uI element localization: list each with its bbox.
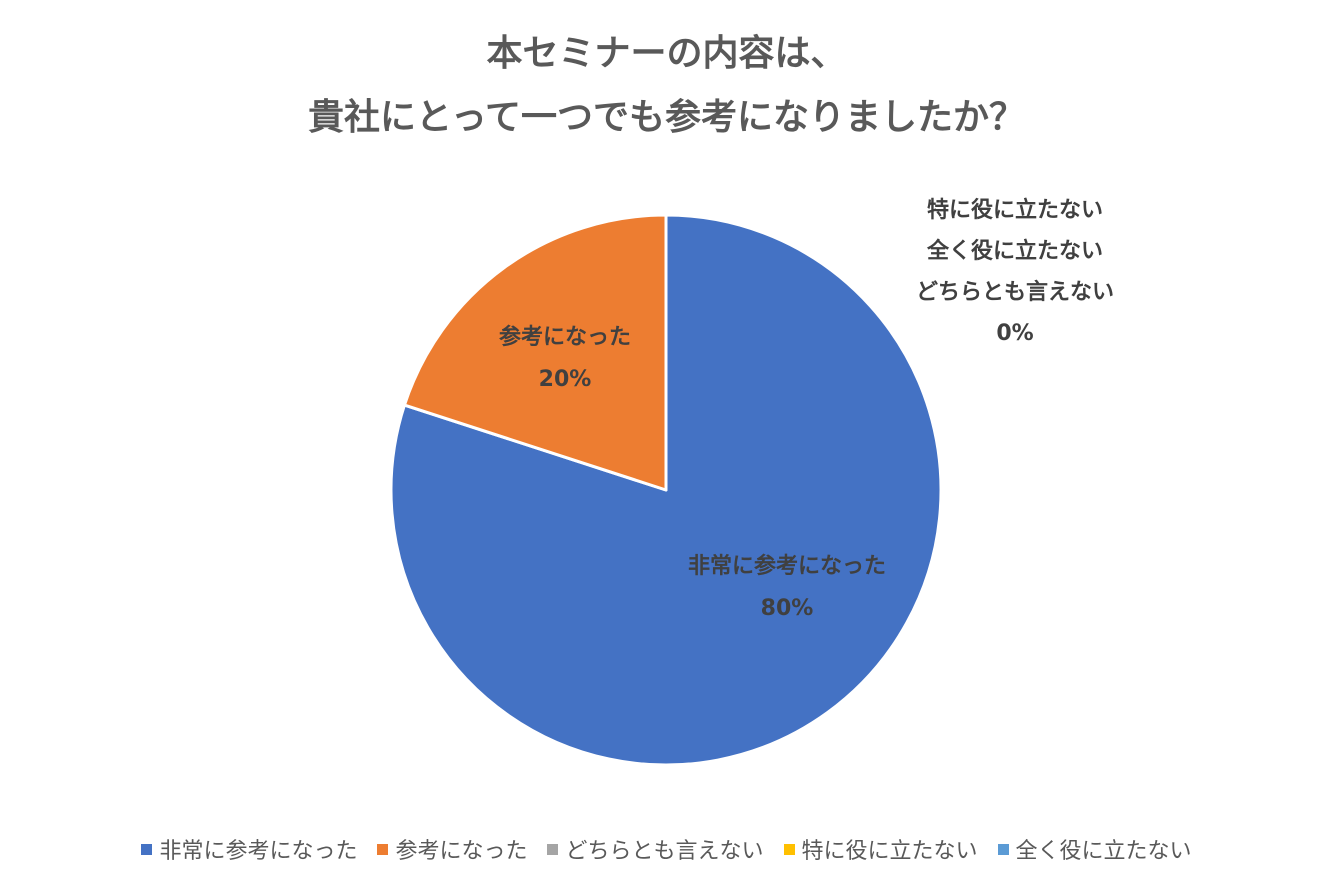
data-label-zero-name-2: 全く役に立たない [926, 239, 1103, 264]
legend-label: 特に役に立たない [801, 839, 978, 864]
legend-swatch [547, 843, 559, 855]
data-label-very-helpful: 非常に参考になった 80% [672, 546, 902, 630]
chart-title-line-1: 本セミナーの内容は、 [486, 33, 847, 74]
legend-swatch [377, 843, 389, 855]
legend-swatch [141, 843, 153, 855]
data-label-very-helpful-pct: 80% [760, 596, 814, 621]
data-label-zero-pct: 0% [996, 321, 1034, 346]
legend-label: 非常に参考になった [159, 839, 358, 864]
data-label-zero-group: 特に役に立たない 全く役に立たない どちらとも言えない 0% [895, 190, 1135, 354]
data-label-helpful-pct: 20% [538, 367, 592, 392]
legend-swatch [997, 843, 1009, 855]
legend-item-helpful: 参考になった [377, 833, 527, 865]
data-label-zero-name-1: 特に役に立たない [926, 198, 1103, 223]
legend-item-very-helpful: 非常に参考になった [141, 833, 357, 865]
chart-title-line-2: 貴社にとって一つでも参考になりましたか？ [307, 97, 1026, 138]
legend-item-neutral: どちらとも言えない [547, 833, 764, 865]
legend-swatch [783, 843, 795, 855]
data-label-helpful-name: 参考になった [498, 325, 631, 350]
data-label-helpful: 参考になった 20% [480, 317, 650, 401]
data-label-very-helpful-name: 非常に参考になった [687, 554, 886, 579]
chart-title: 本セミナーの内容は、 貴社にとって一つでも参考になりましたか？ [0, 22, 1333, 150]
data-label-zero-name-3: どちらとも言えない [915, 280, 1114, 305]
legend-label: どちらとも言えない [565, 839, 764, 864]
legend-item-not-useful: 特に役に立たない [783, 833, 978, 865]
chart-legend: 非常に参考になった 参考になった どちらとも言えない 特に役に立たない 全く役に… [0, 833, 1333, 865]
legend-label: 全く役に立たない [1015, 839, 1192, 864]
legend-item-not-at-all-useful: 全く役に立たない [997, 833, 1192, 865]
pie-slice-helpful [402, 213, 668, 492]
legend-label: 参考になった [395, 839, 528, 864]
